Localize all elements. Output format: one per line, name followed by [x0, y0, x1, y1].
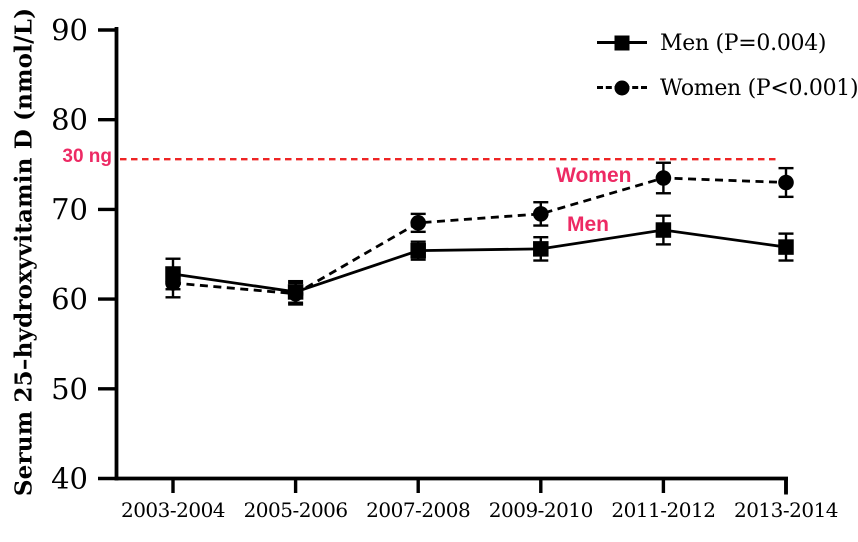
svg-text:70: 70	[51, 192, 88, 226]
svg-text:80: 80	[51, 103, 88, 137]
legend: Men (P=0.004) Women (P<0.001)	[597, 30, 858, 120]
legend-sample-men	[597, 30, 647, 56]
legend-label-women: Women (P<0.001)	[660, 75, 858, 101]
y-axis-title: Serum 25–hydroxyvitamin D (nmol/L)	[10, 7, 38, 497]
svg-text:2009-2010: 2009-2010	[489, 498, 593, 522]
square-marker-icon	[614, 35, 630, 51]
svg-text:60: 60	[51, 282, 88, 316]
reference-line-label: 30 ng	[62, 146, 112, 167]
svg-text:2011-2012: 2011-2012	[611, 498, 715, 522]
legend-item-men: Men (P=0.004)	[597, 30, 858, 56]
legend-sample-women	[597, 75, 647, 101]
legend-label-men: Men (P=0.004)	[660, 30, 827, 56]
svg-text:2013-2014: 2013-2014	[734, 498, 838, 522]
svg-text:2005-2006: 2005-2006	[244, 498, 348, 522]
svg-text:2003-2004: 2003-2004	[121, 498, 225, 522]
svg-text:50: 50	[51, 372, 88, 406]
annotation-men: Men	[567, 213, 609, 236]
svg-text:90: 90	[51, 13, 88, 47]
svg-text:40: 40	[51, 462, 88, 496]
circle-marker-icon	[614, 80, 630, 96]
annotation-women: Women	[556, 164, 632, 187]
legend-item-women: Women (P<0.001)	[597, 75, 858, 101]
svg-text:2007-2008: 2007-2008	[366, 498, 470, 522]
